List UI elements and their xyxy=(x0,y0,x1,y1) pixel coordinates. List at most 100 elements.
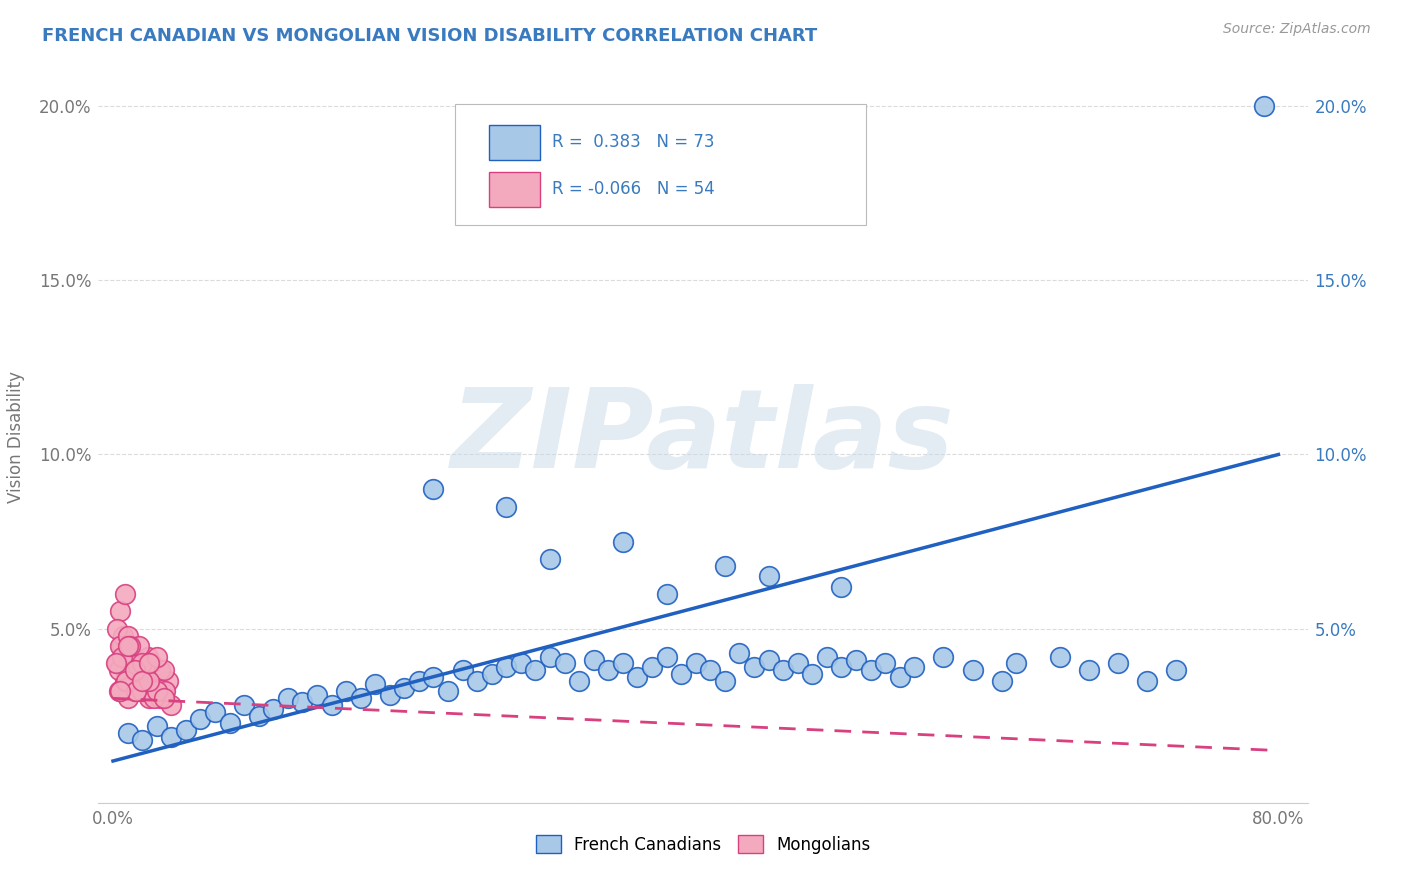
Point xyxy=(758,653,780,667)
Point xyxy=(262,702,284,716)
Point xyxy=(108,664,131,678)
Point xyxy=(117,639,139,653)
Point xyxy=(121,657,143,671)
Point xyxy=(655,587,678,601)
Point xyxy=(291,695,314,709)
Point xyxy=(990,673,1012,688)
Point xyxy=(124,684,146,698)
Point xyxy=(160,730,183,744)
Point xyxy=(160,698,183,713)
Point xyxy=(598,664,620,678)
Point xyxy=(110,604,132,618)
Point xyxy=(772,664,794,678)
Point xyxy=(157,673,180,688)
Point xyxy=(394,681,416,695)
Point xyxy=(136,649,159,664)
Point xyxy=(685,657,707,671)
Point xyxy=(190,712,212,726)
Point xyxy=(437,684,460,698)
Point xyxy=(120,639,142,653)
Point xyxy=(815,649,838,664)
Point xyxy=(277,691,299,706)
Point xyxy=(465,673,488,688)
Point xyxy=(538,649,561,664)
Text: R =  0.383   N = 73: R = 0.383 N = 73 xyxy=(551,133,714,152)
Point xyxy=(830,580,852,594)
Point xyxy=(554,657,576,671)
Point xyxy=(1107,657,1129,671)
Point xyxy=(155,684,177,698)
Point xyxy=(641,660,664,674)
Point xyxy=(120,649,142,664)
Point xyxy=(174,723,197,737)
Text: R = -0.066   N = 54: R = -0.066 N = 54 xyxy=(551,180,714,198)
Point xyxy=(247,708,270,723)
Point xyxy=(204,705,226,719)
Point xyxy=(233,698,256,713)
Point xyxy=(145,673,167,688)
Legend: French Canadians, Mongolians: French Canadians, Mongolians xyxy=(529,829,877,860)
Point xyxy=(105,622,128,636)
Point xyxy=(786,657,808,671)
Point xyxy=(111,639,134,653)
Point xyxy=(131,673,153,688)
Point xyxy=(1078,664,1101,678)
Point xyxy=(145,719,167,733)
Point xyxy=(1166,664,1188,678)
Point xyxy=(845,653,868,667)
Point xyxy=(138,657,160,671)
Point xyxy=(115,673,138,688)
Point xyxy=(218,715,240,730)
Point xyxy=(131,657,153,671)
Point xyxy=(335,684,357,698)
Point xyxy=(108,684,131,698)
Point xyxy=(495,660,517,674)
Point xyxy=(117,673,139,688)
Point xyxy=(138,673,160,688)
Point xyxy=(378,688,401,702)
Point xyxy=(139,657,162,671)
Point xyxy=(758,569,780,583)
Point xyxy=(114,673,136,688)
Point xyxy=(112,629,135,643)
Point xyxy=(153,691,176,706)
Point xyxy=(481,667,503,681)
Point xyxy=(495,500,517,514)
Point xyxy=(128,657,150,671)
Point xyxy=(612,534,634,549)
Point xyxy=(669,667,692,681)
Text: FRENCH CANADIAN VS MONGOLIAN VISION DISABILITY CORRELATION CHART: FRENCH CANADIAN VS MONGOLIAN VISION DISA… xyxy=(42,27,817,45)
Point xyxy=(122,664,145,678)
Point xyxy=(104,657,127,671)
Point xyxy=(1049,649,1071,664)
Point xyxy=(1136,673,1159,688)
Point xyxy=(125,664,148,678)
Point xyxy=(422,483,444,497)
Text: ZIPatlas: ZIPatlas xyxy=(451,384,955,491)
Bar xyxy=(489,125,540,160)
FancyBboxPatch shape xyxy=(456,104,866,225)
Point xyxy=(655,649,678,664)
Point xyxy=(125,684,148,698)
Point xyxy=(134,684,156,698)
Point xyxy=(742,660,765,674)
Point xyxy=(932,649,955,664)
Point xyxy=(138,691,160,706)
Point xyxy=(699,664,721,678)
Point xyxy=(524,664,547,678)
Point xyxy=(145,649,167,664)
Point xyxy=(153,664,176,678)
Point xyxy=(305,688,328,702)
Point xyxy=(538,552,561,566)
Point xyxy=(145,684,167,698)
Point xyxy=(131,684,153,698)
Point xyxy=(124,673,146,688)
Point xyxy=(110,639,132,653)
Point xyxy=(124,664,146,678)
Point xyxy=(714,673,737,688)
Point xyxy=(114,664,136,678)
Point xyxy=(142,664,165,678)
Point xyxy=(889,670,911,684)
Point xyxy=(859,664,882,678)
Point xyxy=(350,691,373,706)
